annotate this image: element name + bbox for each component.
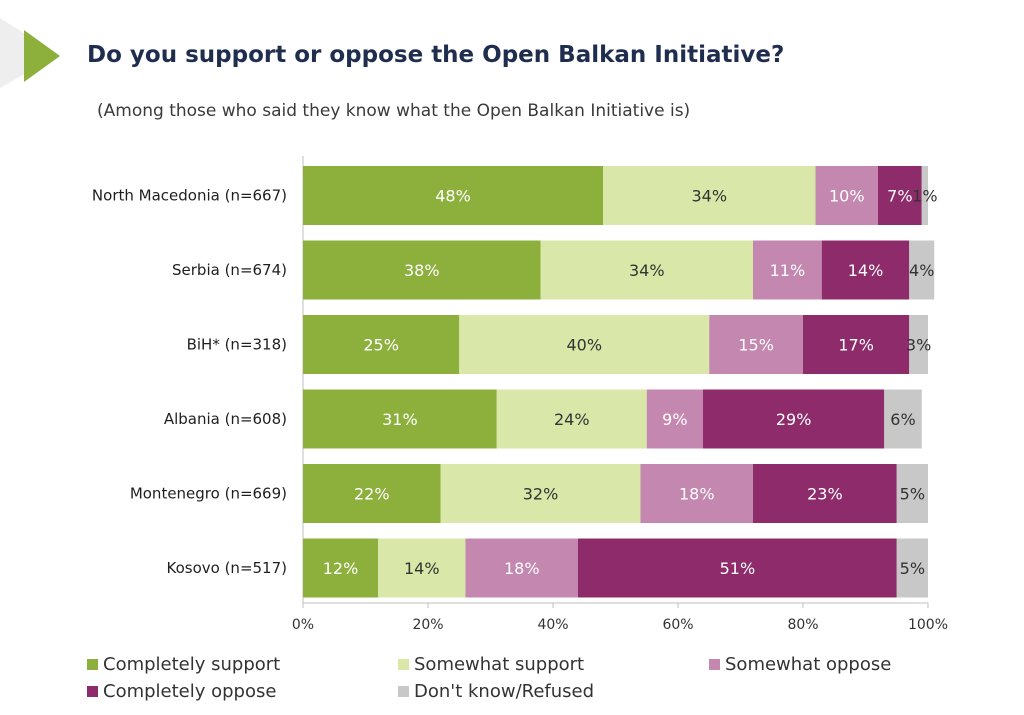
x-tick-label: 60% bbox=[662, 617, 693, 633]
legend-item: Don't know/Refused bbox=[398, 681, 594, 702]
bar-segment bbox=[303, 240, 541, 300]
category-label: North Macedonia (n=667) bbox=[92, 187, 287, 205]
bar-value-label: 17% bbox=[838, 336, 874, 355]
legend-label: Completely oppose bbox=[103, 681, 277, 702]
bar-segment bbox=[459, 315, 710, 374]
bar-segment bbox=[815, 166, 878, 225]
x-tick-label: 20% bbox=[412, 617, 443, 633]
legend-item: Completely oppose bbox=[87, 681, 276, 702]
bar-value-label: 14% bbox=[404, 559, 440, 578]
legend-swatch bbox=[87, 686, 98, 697]
bar-segment bbox=[803, 315, 910, 374]
triangle-arrow-icon bbox=[0, 18, 60, 88]
x-tick-label: 80% bbox=[787, 617, 818, 633]
bar-value-label: 18% bbox=[504, 559, 540, 578]
category-label: Montenegro (n=669) bbox=[130, 485, 287, 503]
bar-value-label: 5% bbox=[900, 559, 925, 578]
bar-segment bbox=[303, 166, 603, 225]
bar-segment bbox=[709, 315, 803, 374]
bar-value-label: 9% bbox=[662, 410, 687, 429]
bar-value-label: 29% bbox=[776, 410, 812, 429]
bar-segment bbox=[465, 538, 578, 598]
legend-label: Somewhat support bbox=[414, 654, 585, 675]
legend-item: Somewhat oppose bbox=[709, 654, 891, 675]
x-tick-label: 0% bbox=[292, 617, 314, 633]
legend-label: Completely support bbox=[103, 654, 281, 675]
bar-value-label: 18% bbox=[679, 485, 715, 504]
legend-swatch bbox=[398, 686, 409, 697]
bar-value-label: 12% bbox=[323, 559, 359, 578]
bar-value-label: 24% bbox=[554, 410, 590, 429]
bar-value-label: 34% bbox=[691, 187, 727, 206]
bar-segment bbox=[578, 538, 897, 598]
bar-value-label: 5% bbox=[900, 485, 925, 504]
bar-segment bbox=[640, 464, 753, 523]
bar-value-label: 10% bbox=[829, 187, 865, 206]
category-label: Serbia (n=674) bbox=[172, 261, 287, 279]
category-label: Kosovo (n=517) bbox=[167, 559, 288, 577]
bar-segment bbox=[921, 166, 928, 225]
bar-value-label: 7% bbox=[887, 187, 912, 206]
bar-value-label: 40% bbox=[566, 336, 602, 355]
bar-value-label: 6% bbox=[890, 410, 915, 429]
category-label: Albania (n=608) bbox=[164, 410, 287, 428]
bar-segment bbox=[703, 389, 885, 449]
bar-value-label: 4% bbox=[909, 261, 934, 280]
legend-swatch bbox=[709, 659, 720, 670]
bar-segment bbox=[878, 166, 922, 225]
bar-value-label: 38% bbox=[404, 261, 440, 280]
chart-title: Do you support or oppose the Open Balkan… bbox=[87, 42, 785, 68]
bar-value-label: 14% bbox=[848, 261, 884, 280]
legend-swatch bbox=[398, 659, 409, 670]
bar-value-label: 32% bbox=[523, 485, 559, 504]
bar-segment bbox=[753, 464, 897, 523]
bar-segment bbox=[378, 538, 466, 598]
legend-item: Completely support bbox=[87, 654, 280, 675]
bar-segment bbox=[884, 389, 922, 449]
bar-value-label: 1% bbox=[912, 187, 937, 206]
bar-segment bbox=[603, 166, 816, 225]
bar-value-label: 3% bbox=[906, 336, 931, 355]
bar-segment bbox=[821, 240, 910, 300]
legend-item: Somewhat support bbox=[398, 654, 584, 675]
category-label: BiH* (n=318) bbox=[187, 336, 287, 354]
x-tick-label: 100% bbox=[908, 617, 948, 633]
legend-label: Somewhat oppose bbox=[725, 654, 892, 675]
bar-segment bbox=[896, 464, 928, 523]
bar-value-label: 31% bbox=[382, 410, 418, 429]
bar-value-label: 23% bbox=[807, 485, 843, 504]
bar-segment bbox=[753, 240, 822, 300]
bar-segment bbox=[909, 315, 928, 374]
bar-segment bbox=[896, 538, 928, 598]
bar-value-label: 25% bbox=[363, 336, 399, 355]
bar-value-label: 15% bbox=[738, 336, 774, 355]
chart-subtitle: (Among those who said they know what the… bbox=[97, 101, 691, 121]
bar-segment bbox=[540, 240, 753, 300]
bar-value-label: 48% bbox=[435, 187, 471, 206]
legend-label: Don't know/Refused bbox=[414, 681, 595, 702]
bar-value-label: 22% bbox=[354, 485, 390, 504]
bar-segment bbox=[303, 538, 378, 598]
bar-segment bbox=[303, 464, 441, 523]
x-tick-label: 40% bbox=[537, 617, 568, 633]
bar-segment bbox=[496, 389, 647, 449]
bar-segment bbox=[909, 240, 935, 300]
bar-segment bbox=[303, 315, 460, 374]
bar-value-label: 51% bbox=[720, 559, 756, 578]
bar-segment bbox=[440, 464, 641, 523]
stacked-bar-chart: 0% 20% 40% 60% 80% 100% North Macedonia (n=667… bbox=[92, 156, 948, 633]
bar-value-label: 34% bbox=[629, 261, 665, 280]
legend-swatch bbox=[87, 659, 98, 670]
bar-segment bbox=[646, 389, 703, 449]
bar-segment bbox=[303, 389, 497, 449]
bar-value-label: 11% bbox=[770, 261, 806, 280]
